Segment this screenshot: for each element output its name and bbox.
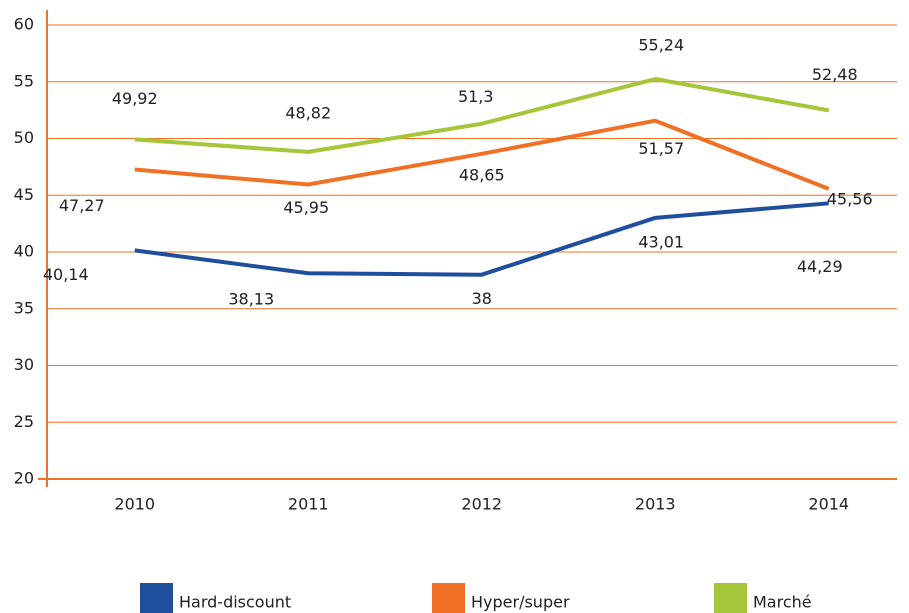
data-label: 52,48 [812,65,858,84]
legend-label: Marché [753,593,812,612]
y-tick-label: 35 [14,298,34,317]
data-label: 38,13 [228,290,274,309]
y-tick-label: 30 [14,355,34,374]
data-label: 49,92 [112,89,158,108]
x-tick-label: 2011 [288,495,329,514]
y-tick-label: 45 [14,185,34,204]
y-tick-label: 20 [14,469,34,488]
y-tick-label: 25 [14,412,34,431]
data-label: 45,56 [827,189,873,208]
legend-swatch [432,583,465,613]
x-tick-label: 2010 [114,495,155,514]
series-line [134,77,830,154]
series-line [134,118,830,191]
data-label: 48,82 [285,103,331,122]
y-tick-label: 40 [14,242,34,261]
data-label: 40,14 [43,265,89,284]
series-line [134,201,829,277]
x-tick-label: 2014 [808,495,849,514]
data-label: 44,29 [797,257,843,276]
legend-label: Hard-discount [179,593,291,612]
x-tick-label: 2012 [461,495,502,514]
data-label: 47,27 [59,196,105,215]
data-label: 55,24 [638,36,684,55]
legend-label: Hyper/super [471,593,570,612]
data-label: 51,3 [458,87,494,106]
data-label: 45,95 [283,198,329,217]
legend-swatch [140,583,173,613]
data-label: 43,01 [638,232,684,251]
y-tick-label: 50 [14,128,34,147]
y-tick-label: 55 [14,71,34,90]
legend-swatch [714,583,747,613]
data-label: 48,65 [459,165,505,184]
y-tick-label: 60 [14,15,34,34]
data-label: 38 [472,289,492,308]
x-tick-label: 2013 [635,495,676,514]
data-label: 51,57 [638,139,684,158]
